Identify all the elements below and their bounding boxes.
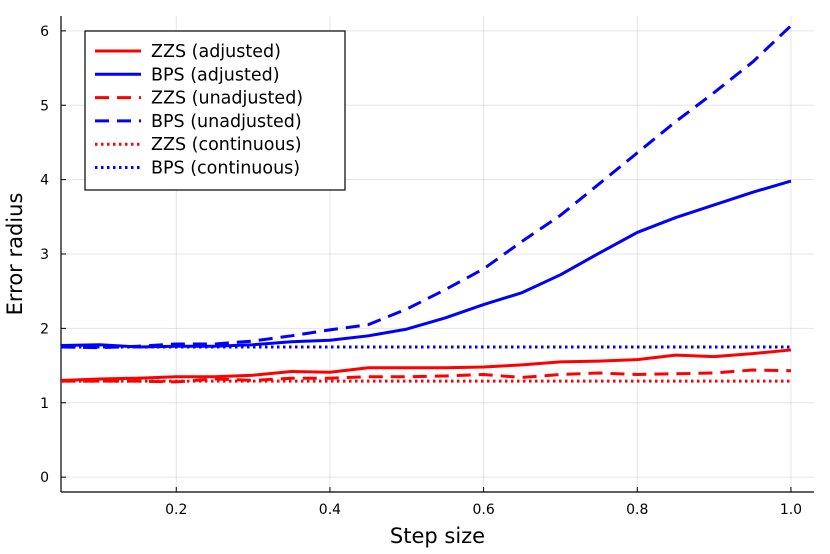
legend-label: BPS (continuous) <box>151 159 300 179</box>
y-tick-label: 0 <box>40 470 49 486</box>
legend-label: BPS (unadjusted) <box>151 112 302 132</box>
x-tick-label: 0.8 <box>626 502 648 518</box>
tick-marks: 0.2 0.4 0.6 0.8 1.0 0 1 2 3 4 5 6 <box>40 24 802 518</box>
x-tick-label: 0.2 <box>165 502 187 518</box>
series-line-bps-adjusted <box>60 179 792 349</box>
y-axis-label: Error radius <box>3 193 27 316</box>
y-tick-label: 4 <box>40 173 49 189</box>
legend-label: BPS (adjusted) <box>151 65 280 85</box>
series-line-zzs-adjusted <box>60 348 792 382</box>
y-tick-label: 6 <box>40 24 49 40</box>
x-axis-label: Step size <box>390 524 485 548</box>
y-tick-label: 5 <box>40 98 49 114</box>
legend-label: ZZS (continuous) <box>151 135 302 155</box>
x-tick-label: 0.4 <box>319 502 341 518</box>
y-tick-label: 3 <box>40 247 49 263</box>
series-line-bps-unadjusted <box>60 24 792 350</box>
legend: ZZS (adjusted) BPS (adjusted) ZZS (unadjus… <box>84 30 346 191</box>
x-tick-label: 0.6 <box>472 502 494 518</box>
legend-box <box>84 30 346 191</box>
legend-label: ZZS (unadjusted) <box>151 89 303 109</box>
y-tick-label: 2 <box>40 321 49 337</box>
data-series <box>60 24 792 384</box>
x-tick-label: 1.0 <box>780 502 802 518</box>
y-tick-label: 1 <box>40 396 49 412</box>
legend-label: ZZS (adjusted) <box>151 42 281 62</box>
